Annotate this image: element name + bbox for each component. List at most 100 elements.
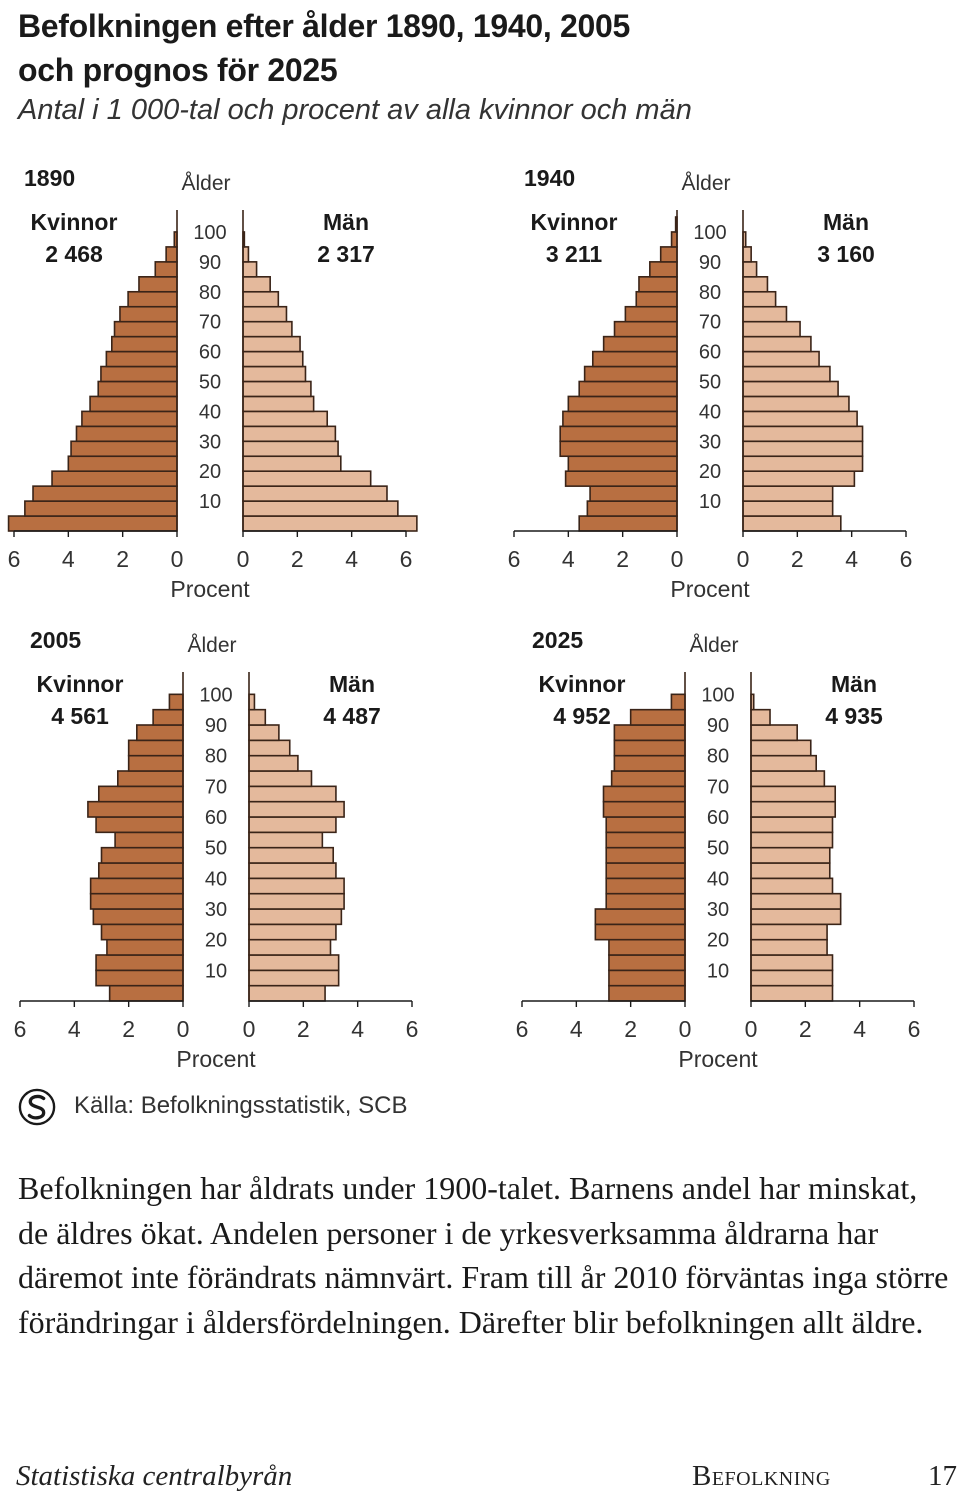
men-total: 4 935 <box>825 703 883 729</box>
age-tick-label: 90 <box>199 252 221 274</box>
men-bar <box>750 739 812 757</box>
men-bar <box>750 862 831 880</box>
x-tick-label: 6 <box>900 546 913 572</box>
women-bar <box>605 877 686 895</box>
women-bar <box>613 739 686 757</box>
women-bar <box>154 261 178 278</box>
men-bar <box>742 500 834 517</box>
women-bar <box>89 395 178 413</box>
men-bar <box>242 350 304 368</box>
age-tick-label: 50 <box>199 371 221 393</box>
men-bar <box>750 954 834 972</box>
age-tick-label: 70 <box>707 776 729 798</box>
women-bar <box>108 984 184 1002</box>
men-bar <box>742 485 834 502</box>
women-total: 4 561 <box>51 703 109 729</box>
age-tick-label: 10 <box>205 960 227 982</box>
women-bar <box>659 246 678 263</box>
women-bar <box>51 470 178 487</box>
age-tick-label: 30 <box>205 899 227 921</box>
women-bar <box>95 969 184 987</box>
women-bar <box>602 335 678 353</box>
women-bar <box>81 410 178 428</box>
men-bar <box>248 754 299 772</box>
women-bar <box>613 754 686 772</box>
x-tick-label: 0 <box>177 1016 190 1042</box>
men-bar <box>742 350 820 368</box>
age-axis-label: Ålder <box>181 172 230 195</box>
men-bar <box>248 862 337 880</box>
women-bar <box>100 365 178 383</box>
men-bar <box>248 938 332 956</box>
women-bar <box>670 693 686 711</box>
women-bar <box>97 380 178 398</box>
title-line-2: och prognos för 2025 <box>18 52 338 88</box>
women-bar <box>7 515 178 532</box>
women-bar <box>586 500 678 517</box>
pyramid-year-1940: 1940 <box>524 165 575 191</box>
x-tick-label: 0 <box>237 546 250 572</box>
women-bar <box>670 231 678 248</box>
x-tick-label: 4 <box>68 1016 81 1042</box>
men-bar <box>742 425 864 443</box>
women-bar <box>138 276 178 293</box>
women-bar <box>605 862 686 880</box>
x-axis-label: Procent <box>678 1046 758 1072</box>
women-label: Kvinnor <box>31 209 118 235</box>
x-tick-label: 4 <box>570 1016 583 1042</box>
x-tick-label: 0 <box>171 546 184 572</box>
men-bar <box>742 365 831 383</box>
men-bar <box>248 724 280 742</box>
men-bar <box>242 290 280 308</box>
men-total: 4 487 <box>323 703 381 729</box>
men-bar <box>742 261 758 278</box>
men-bar <box>742 305 788 323</box>
x-tick-label: 2 <box>291 546 304 572</box>
men-bar <box>750 984 834 1002</box>
women-label: Kvinnor <box>531 209 618 235</box>
x-tick-label: 6 <box>516 1016 529 1042</box>
x-tick-label: 6 <box>8 546 21 572</box>
women-bar <box>559 440 678 458</box>
men-bar <box>742 440 864 458</box>
body-paragraph: Befolkningen har åldrats under 1900-tale… <box>18 1170 949 1340</box>
footer-publisher: Statistiska centralbyrån <box>16 1460 293 1492</box>
women-bar <box>562 410 678 428</box>
women-bar <box>113 320 178 338</box>
women-bar <box>152 708 184 726</box>
age-tick-label: 60 <box>199 342 221 364</box>
women-bar <box>24 500 178 517</box>
men-bar <box>750 800 837 818</box>
men-bar <box>242 246 250 263</box>
pyramid-year-1890: 1890 <box>24 165 75 191</box>
men-bar <box>750 846 831 864</box>
women-bar <box>117 770 184 788</box>
men-bar <box>242 320 293 338</box>
women-bar <box>608 938 686 956</box>
women-bar <box>605 892 686 910</box>
men-bar <box>750 754 817 772</box>
men-bar <box>248 877 345 895</box>
age-tick-label: 10 <box>699 491 721 513</box>
age-tick-label: 80 <box>205 746 227 768</box>
men-bar <box>750 938 828 956</box>
women-bar <box>591 350 678 368</box>
women-bar <box>567 395 678 413</box>
x-tick-label: 2 <box>791 546 804 572</box>
x-tick-label: 6 <box>406 1016 419 1042</box>
women-bar <box>127 739 184 757</box>
age-axis-label: Ålder <box>689 634 738 657</box>
women-bar <box>608 969 686 987</box>
age-tick-label: 100 <box>701 684 734 706</box>
age-tick-label: 100 <box>693 222 726 244</box>
page-title: Befolkningen efter ålder 1890, 1940, 200… <box>18 4 630 92</box>
men-bar <box>248 923 337 941</box>
x-axis-label: Procent <box>176 1046 256 1072</box>
men-bar <box>750 708 771 726</box>
men-bar <box>242 410 329 428</box>
men-bar <box>248 800 345 818</box>
men-bar <box>742 380 839 398</box>
age-tick-label: 30 <box>199 431 221 453</box>
age-tick-label: 100 <box>193 222 226 244</box>
